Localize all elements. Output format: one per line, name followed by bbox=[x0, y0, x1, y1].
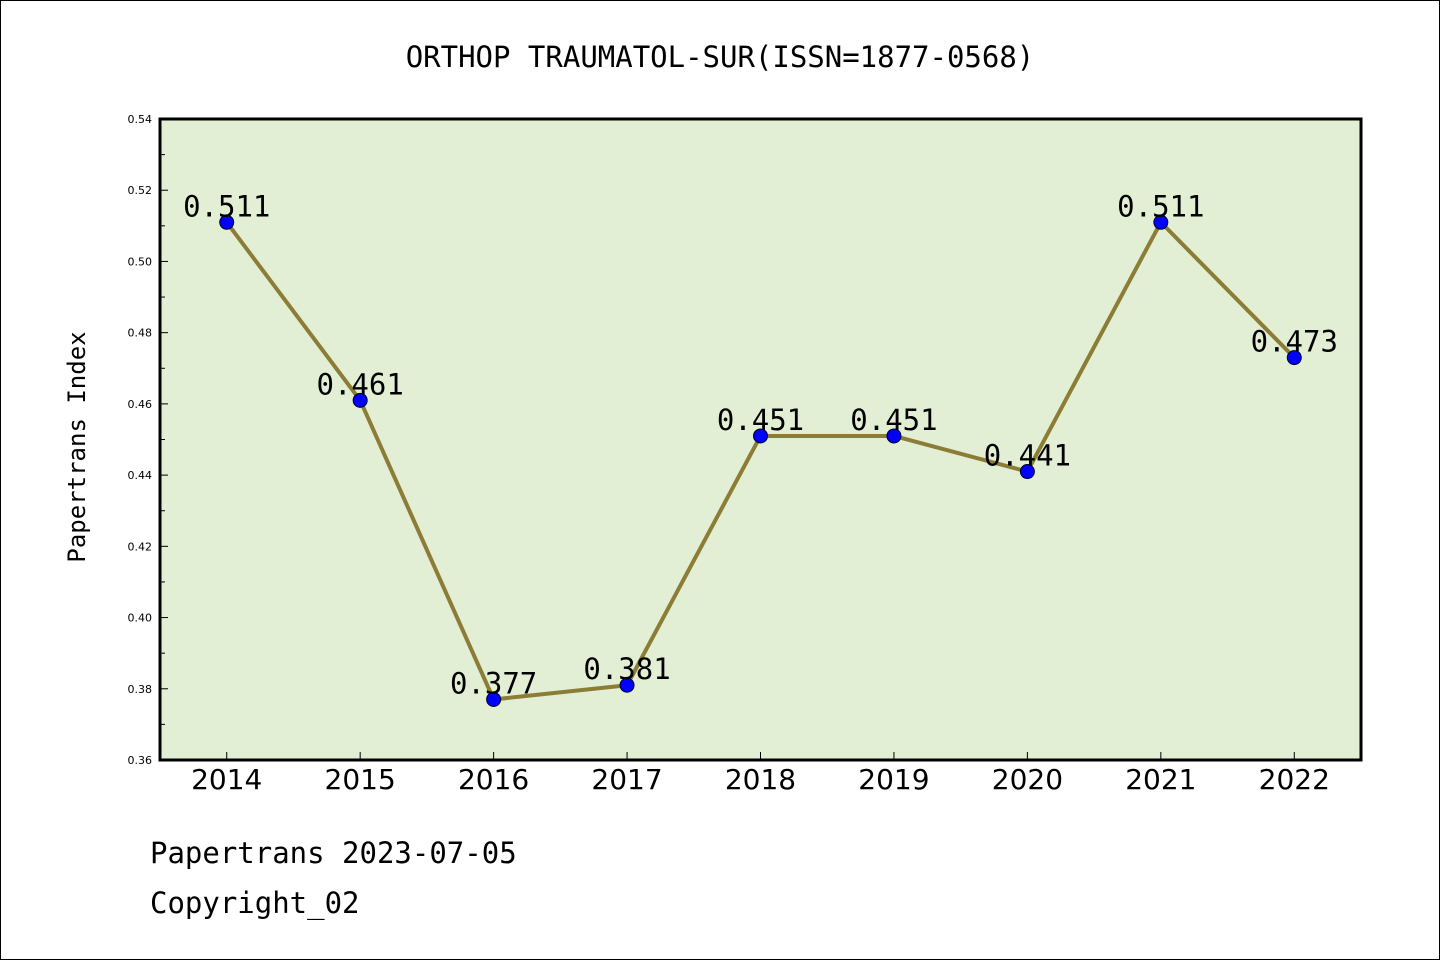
data-label: 0.461 bbox=[317, 367, 404, 401]
data-point-marker bbox=[1153, 214, 1169, 230]
y-tick-label: 0.40 bbox=[128, 612, 153, 625]
data-point-marker bbox=[753, 428, 768, 444]
data-label: 0.377 bbox=[450, 666, 537, 700]
y-tick-label: 0.38 bbox=[128, 683, 153, 696]
x-tick-label: 2022 bbox=[1259, 763, 1330, 796]
x-tick-label: 2016 bbox=[458, 763, 529, 796]
x-tick-label: 2020 bbox=[992, 763, 1063, 796]
y-tick-label: 0.42 bbox=[128, 540, 153, 553]
chart-title: ORTHOP TRAUMATOL-SUR(ISSN=1877-0568) bbox=[406, 40, 1035, 74]
x-tick-label: 2021 bbox=[1125, 763, 1196, 796]
data-label: 0.451 bbox=[850, 403, 937, 437]
data-point-marker bbox=[1286, 350, 1302, 366]
y-tick-label: 0.54 bbox=[128, 113, 153, 126]
data-label: 0.473 bbox=[1251, 325, 1338, 359]
data-label: 0.441 bbox=[984, 439, 1071, 473]
x-axis-ticks: 2014 2015 2016 2017 2018 2019 2020 2021 2022 bbox=[191, 752, 1330, 796]
data-label: 0.511 bbox=[1117, 189, 1204, 223]
y-tick-label: 0.48 bbox=[128, 327, 153, 340]
footer-copyright-text: Copyright_02 bbox=[150, 886, 360, 920]
data-point-marker bbox=[619, 677, 635, 693]
data-label: 0.381 bbox=[583, 652, 670, 686]
data-label: 0.511 bbox=[183, 189, 270, 223]
data-labels: 0.511 0.461 0.377 0.381 0.451 0.451 0.441 0.511… bbox=[183, 189, 1338, 700]
data-point-marker bbox=[352, 392, 368, 408]
series-markers bbox=[219, 214, 1302, 707]
y-tick-label: 0.36 bbox=[128, 754, 153, 767]
data-point-marker bbox=[486, 691, 502, 707]
y-tick-label: 0.52 bbox=[128, 184, 153, 197]
x-tick-label: 2017 bbox=[591, 763, 662, 796]
y-axis-label: Papertrans Index bbox=[63, 331, 91, 562]
y-tick-label: 0.50 bbox=[128, 255, 153, 268]
y-tick-label: 0.46 bbox=[128, 398, 153, 411]
footer-source-text: Papertrans 2023-07-05 bbox=[150, 836, 517, 870]
y-axis-ticks: 0.36 0.38 0.40 0.42 0.44 0.46 0.48 0.50 0.52 0.54 bbox=[128, 113, 168, 767]
data-point-marker bbox=[219, 214, 235, 230]
x-tick-label: 2014 bbox=[191, 763, 262, 796]
data-point-marker bbox=[886, 428, 902, 444]
data-label: 0.451 bbox=[717, 403, 804, 437]
x-tick-label: 2018 bbox=[725, 763, 796, 796]
x-tick-label: 2015 bbox=[325, 763, 396, 796]
data-point-marker bbox=[1019, 464, 1035, 480]
y-tick-label: 0.44 bbox=[128, 469, 153, 482]
x-tick-label: 2019 bbox=[858, 763, 929, 796]
